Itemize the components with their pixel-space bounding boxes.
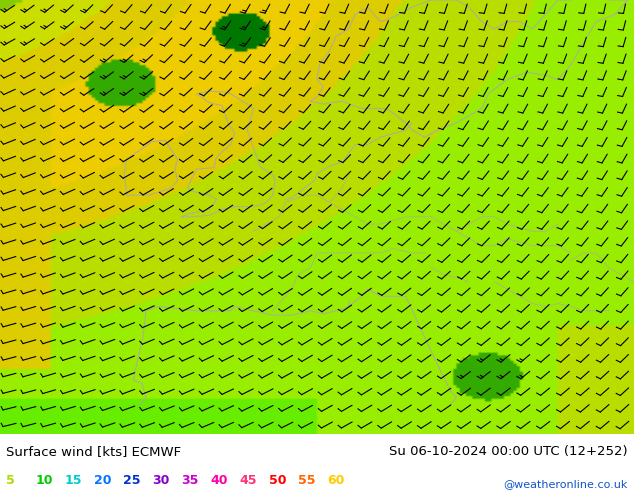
- Text: 50: 50: [269, 474, 287, 487]
- Text: @weatheronline.co.uk: @weatheronline.co.uk: [503, 479, 628, 489]
- Text: 35: 35: [181, 474, 198, 487]
- Text: 15: 15: [65, 474, 82, 487]
- Text: 25: 25: [123, 474, 141, 487]
- Text: 30: 30: [152, 474, 169, 487]
- Text: 45: 45: [240, 474, 257, 487]
- Text: 55: 55: [298, 474, 316, 487]
- Text: 10: 10: [36, 474, 53, 487]
- Text: Su 06-10-2024 00:00 UTC (12+252): Su 06-10-2024 00:00 UTC (12+252): [389, 445, 628, 458]
- Text: 40: 40: [210, 474, 228, 487]
- Text: 60: 60: [327, 474, 344, 487]
- Text: 20: 20: [94, 474, 112, 487]
- Text: 5: 5: [6, 474, 15, 487]
- Text: Surface wind [kts] ECMWF: Surface wind [kts] ECMWF: [6, 445, 181, 458]
